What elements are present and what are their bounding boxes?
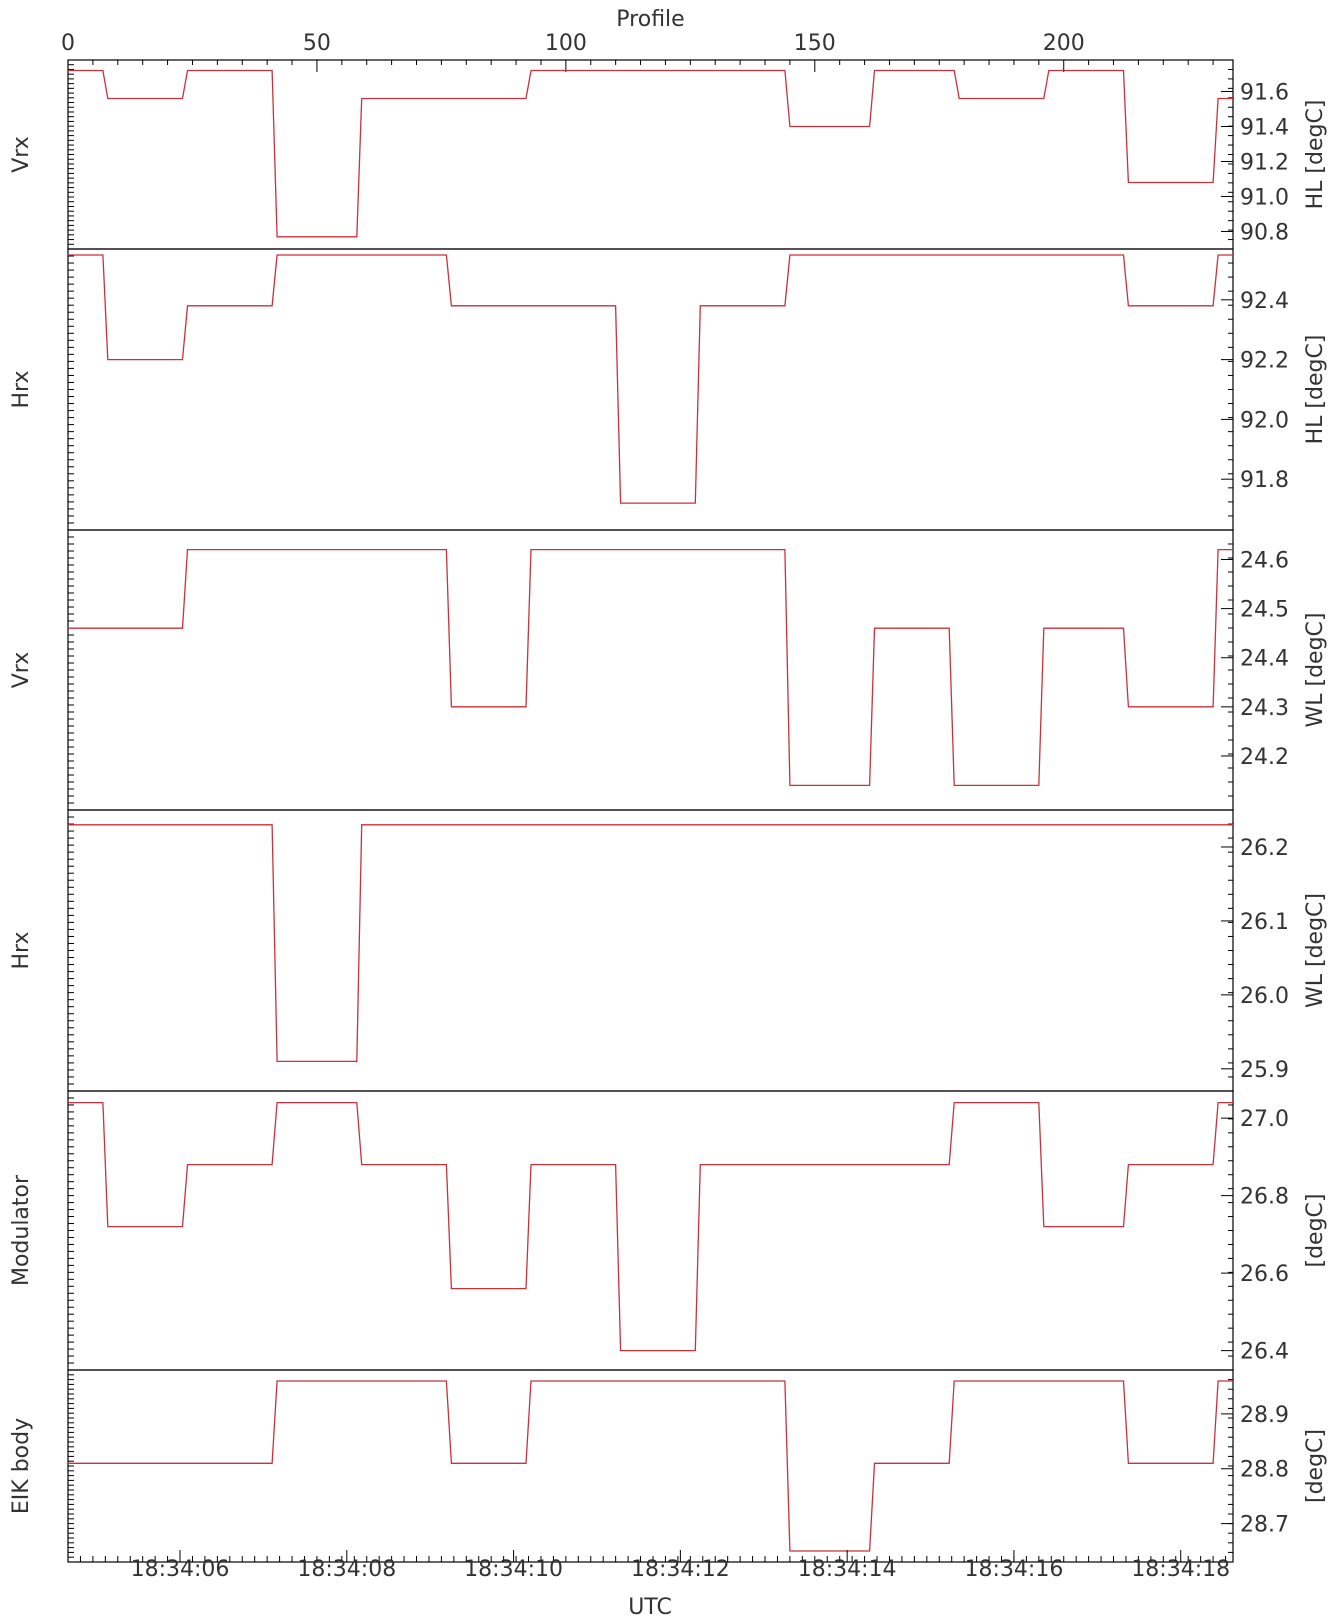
y-tick-label: 26.8 <box>1240 1185 1289 1210</box>
y-tick-label: 91.8 <box>1240 468 1289 493</box>
panel-1: 90.8 91.0 91.2 91.4 91.6 Vrx HL [degC] <box>9 59 1328 250</box>
top-axis: Profile 0 50 100 150 200 <box>61 7 1214 72</box>
panel-4: 25.9 26.0 26.1 26.2 Hrx WL [degC] <box>9 809 1328 1092</box>
y-tick-label: 24.5 <box>1240 598 1289 623</box>
panel-frame <box>67 248 1234 531</box>
y-tick-label: 28.7 <box>1240 1513 1289 1538</box>
time-tick-label: 18:34:06 <box>131 1557 230 1582</box>
y-tick-label: 28.8 <box>1240 1458 1289 1483</box>
temperature-trace <box>68 254 1233 504</box>
time-tick-label: 18:34:12 <box>631 1557 730 1582</box>
panels: 90.8 91.0 91.2 91.4 91.6 Vrx HL [degC] 91.8 92.0… <box>9 59 1328 1563</box>
time-tick-label: 18:34:08 <box>297 1557 396 1582</box>
y-tick-label: 25.9 <box>1240 1058 1289 1083</box>
panel-frame <box>67 59 1234 250</box>
temperature-trace <box>68 824 1233 1063</box>
y-tick-label: 91.4 <box>1240 116 1289 141</box>
y-tick-label: 92.2 <box>1240 349 1289 374</box>
panel-frame <box>67 809 1234 1092</box>
temperature-trace <box>68 1380 1233 1552</box>
top-axis-title: Profile <box>616 7 684 32</box>
y-tick-label: 24.6 <box>1240 548 1289 573</box>
y-tick-label: 91.2 <box>1240 151 1289 176</box>
panel-5: 26.4 26.6 26.8 27.0 Modulator [degC] <box>9 1090 1328 1371</box>
y-tick-label: 26.4 <box>1240 1340 1289 1365</box>
panel-6: 28.7 28.8 28.9 EIK body [degC] <box>9 1369 1328 1563</box>
panel-right-label: HL [degC] <box>1303 335 1328 445</box>
y-tick-label: 26.2 <box>1240 836 1289 861</box>
y-tick-label: 28.9 <box>1240 1403 1289 1428</box>
panel-left-label: Modulator <box>9 1174 34 1286</box>
bottom-axis-title: UTC <box>628 1595 672 1620</box>
top-tick-label: 150 <box>794 31 836 56</box>
panel-3: 24.2 24.3 24.4 24.5 24.6 Vrx WL [degC] <box>9 529 1328 811</box>
panel-left-label: Hrx <box>9 931 34 969</box>
panel-right-label: HL [degC] <box>1303 100 1328 210</box>
y-tick-label: 91.0 <box>1240 186 1289 211</box>
bottom-axis: 18:34:06 18:34:08 18:34:10 18:34:12 18:34:14… <box>67 1550 1230 1620</box>
temperature-trace <box>68 1101 1233 1352</box>
y-tick-label: 26.6 <box>1240 1262 1289 1287</box>
panel-right-label: WL [degC] <box>1303 893 1328 1008</box>
time-tick-label: 18:34:14 <box>798 1557 897 1582</box>
temperature-trace <box>68 69 1233 238</box>
panel-right-label: [degC] <box>1303 1194 1328 1268</box>
time-tick-label: 18:34:18 <box>1131 1557 1230 1582</box>
y-tick-label: 92.4 <box>1240 289 1289 314</box>
y-tick-label: 26.0 <box>1240 984 1289 1009</box>
panel-left-label: EIK body <box>9 1418 34 1514</box>
panel-frame <box>67 1369 1234 1563</box>
y-tick-label: 24.2 <box>1240 745 1289 770</box>
y-tick-label: 24.3 <box>1240 696 1289 721</box>
top-tick-label: 50 <box>303 31 331 56</box>
y-tick-label: 92.0 <box>1240 408 1289 433</box>
top-tick-label: 100 <box>545 31 587 56</box>
panel-left-label: Vrx <box>9 652 34 689</box>
y-tick-label: 26.1 <box>1240 910 1289 935</box>
panel-left-label: Hrx <box>9 370 34 408</box>
panel-right-label: WL [degC] <box>1303 613 1328 728</box>
panel-right-label: [degC] <box>1303 1429 1328 1503</box>
panel-frame <box>67 529 1234 811</box>
y-tick-label: 90.8 <box>1240 221 1289 246</box>
time-tick-label: 18:34:10 <box>464 1557 563 1582</box>
panel-frame <box>67 1090 1234 1371</box>
temperature-trace <box>68 548 1233 787</box>
y-tick-label: 27.0 <box>1240 1107 1289 1132</box>
panel-left-label: Vrx <box>9 136 34 173</box>
y-tick-label: 91.6 <box>1240 81 1289 106</box>
time-tick-label: 18:34:16 <box>965 1557 1064 1582</box>
y-tick-label: 24.4 <box>1240 647 1289 672</box>
panel-2: 91.8 92.0 92.2 92.4 Hrx HL [degC] <box>9 248 1328 531</box>
top-tick-label: 0 <box>61 31 75 56</box>
top-tick-label: 200 <box>1043 31 1085 56</box>
